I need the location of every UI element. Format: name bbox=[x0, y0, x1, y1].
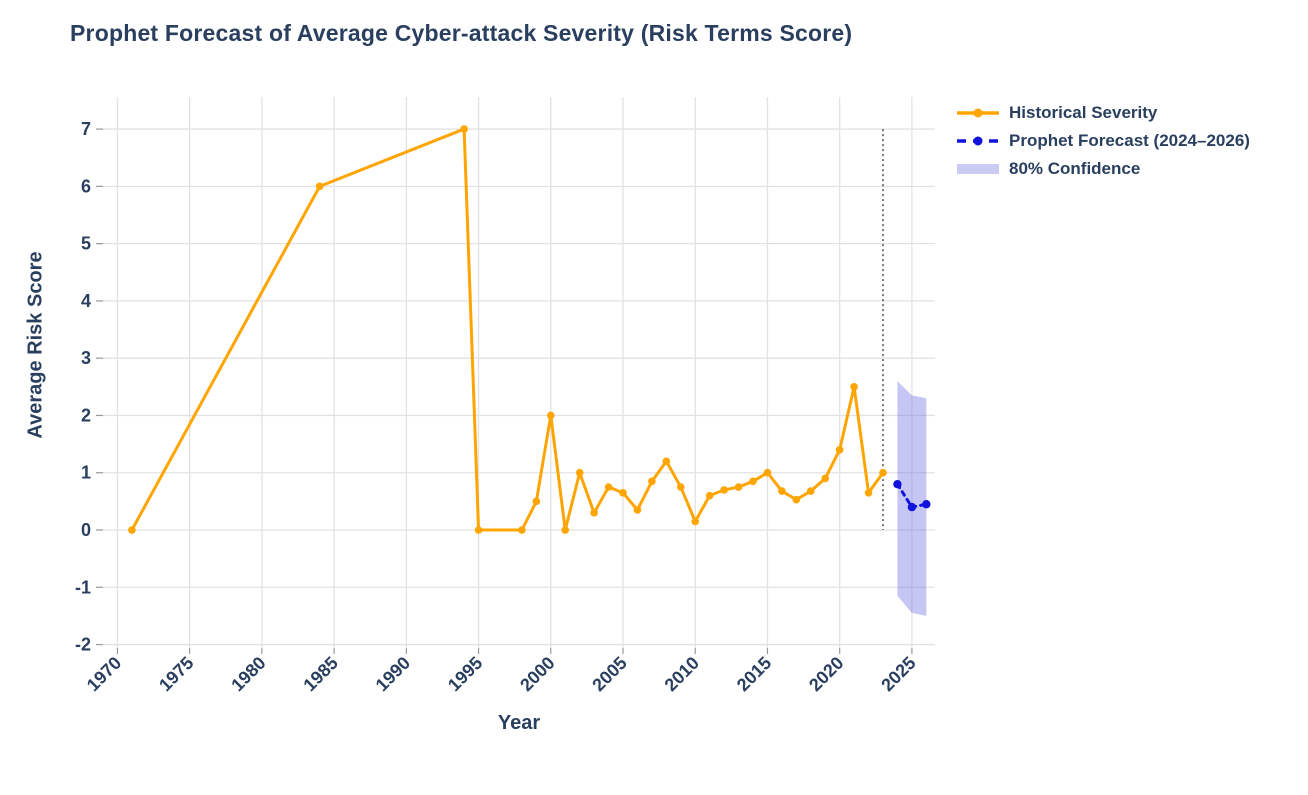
historical-marker bbox=[734, 483, 743, 491]
forecast-marker bbox=[922, 500, 931, 509]
historical-line bbox=[130, 127, 885, 532]
y-tick-label: 5 bbox=[81, 234, 91, 254]
historical-marker bbox=[749, 477, 757, 486]
historical-marker bbox=[662, 457, 671, 466]
legend-item-confidence[interactable]: 80% Confidence bbox=[956, 157, 1250, 180]
x-tick-label: 1985 bbox=[299, 653, 341, 695]
historical-marker bbox=[705, 491, 714, 500]
forecast-marker bbox=[893, 479, 902, 489]
chart-title: Prophet Forecast of Average Cyber-attack… bbox=[70, 20, 853, 46]
historical-marker bbox=[128, 526, 136, 534]
confidence-band-area bbox=[897, 381, 927, 616]
historical-marker bbox=[561, 526, 570, 534]
legend-label-forecast: Prophet Forecast (2024–2026) bbox=[1009, 131, 1250, 150]
historical-marker bbox=[460, 125, 468, 133]
y-tick-label: -1 bbox=[75, 577, 91, 597]
x-tick-label: 1995 bbox=[444, 653, 486, 695]
x-tick-label: 2010 bbox=[661, 653, 703, 695]
forecast-dashed-line-swatch-icon bbox=[956, 133, 1000, 149]
legend-label-historical: Historical Severity bbox=[1009, 103, 1158, 122]
x-axis-title: Year bbox=[497, 712, 541, 734]
x-tick-label: 1970 bbox=[83, 653, 125, 695]
historical-marker bbox=[720, 486, 728, 494]
x-tick-label: 2020 bbox=[805, 653, 847, 695]
historical-marker bbox=[835, 446, 844, 454]
historical-marker bbox=[532, 497, 541, 506]
historical-marker bbox=[518, 526, 526, 534]
historical-marker bbox=[792, 495, 801, 504]
historical-marker bbox=[575, 468, 584, 477]
y-tick-label: 2 bbox=[81, 405, 91, 425]
legend: Historical Severity Prophet Forecast (20… bbox=[956, 101, 1250, 185]
historical-marker bbox=[778, 487, 786, 495]
y-tick-label: -2 bbox=[75, 635, 91, 655]
x-tick-label: 1990 bbox=[372, 653, 414, 695]
historical-marker bbox=[850, 383, 858, 391]
historical-marker bbox=[864, 488, 873, 497]
legend-item-forecast[interactable]: Prophet Forecast (2024–2026) bbox=[956, 129, 1250, 152]
historical-marker bbox=[590, 509, 598, 517]
historical-marker bbox=[633, 506, 642, 514]
x-tick-label: 1975 bbox=[155, 653, 197, 695]
y-tick-label: 6 bbox=[81, 176, 91, 196]
confidence-band-swatch-icon bbox=[956, 161, 1000, 177]
forecast-marker bbox=[907, 502, 917, 512]
y-tick-label: 3 bbox=[81, 348, 91, 368]
y-tick-label: 4 bbox=[81, 291, 91, 311]
legend-label-confidence: 80% Confidence bbox=[1009, 159, 1141, 178]
historical-marker bbox=[474, 526, 483, 534]
historical-marker bbox=[691, 517, 700, 526]
historical-marker bbox=[546, 411, 555, 420]
historical-marker bbox=[648, 477, 656, 486]
historical-marker bbox=[619, 488, 627, 497]
y-axis-title: Average Risk Score bbox=[24, 251, 47, 439]
historical-line-swatch-icon bbox=[956, 105, 1000, 121]
historical-marker bbox=[676, 483, 685, 491]
historical-marker bbox=[806, 487, 815, 495]
legend-item-historical[interactable]: Historical Severity bbox=[956, 101, 1250, 124]
historical-marker bbox=[879, 468, 887, 477]
y-tick-label: 1 bbox=[81, 463, 91, 483]
x-tick-label: 2025 bbox=[877, 653, 919, 695]
historical-marker bbox=[763, 468, 772, 477]
y-tick-label: 7 bbox=[81, 119, 91, 139]
x-tick-label: 2000 bbox=[516, 653, 558, 695]
historical-marker bbox=[821, 474, 830, 483]
y-tick-label: 0 bbox=[81, 520, 91, 540]
x-tick-label: 2005 bbox=[588, 653, 630, 695]
x-tick-label: 2015 bbox=[733, 653, 775, 695]
historical-marker bbox=[604, 483, 613, 491]
historical-marker bbox=[315, 182, 324, 191]
x-tick-label: 1980 bbox=[227, 653, 269, 695]
